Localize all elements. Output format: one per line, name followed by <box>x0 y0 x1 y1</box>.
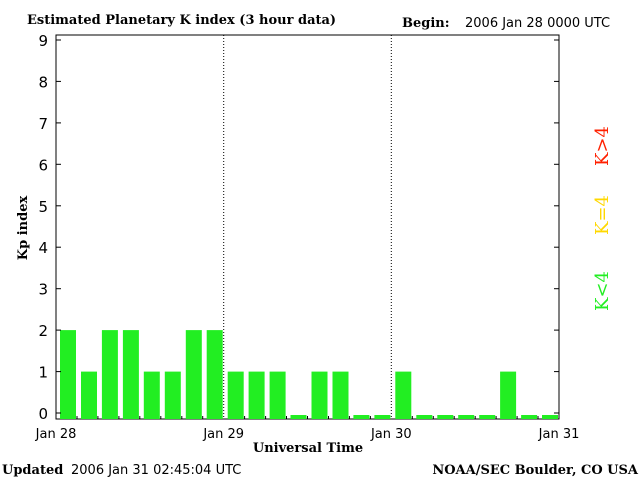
kp-bar-0 <box>60 330 76 419</box>
y-tick-label-3: 3 <box>38 281 48 299</box>
legend-k-equal-4: K=4 <box>592 195 613 235</box>
kp-bar-21 <box>500 371 517 419</box>
x-tick-label-3: Jan 31 <box>538 427 580 442</box>
kp-bar-4 <box>143 371 160 419</box>
kp-bar-22 <box>521 415 538 419</box>
kp-bar-7 <box>206 330 223 419</box>
x-tick-label-2: Jan 30 <box>370 427 412 442</box>
source-credit: NOAA/SEC Boulder, CO USA <box>432 463 639 478</box>
kp-bar-23 <box>542 415 558 419</box>
legend-k-less-4: K<4 <box>592 271 613 311</box>
y-tick-label-9: 9 <box>38 32 48 50</box>
kp-bar-5 <box>164 371 181 419</box>
kp-bar-14 <box>353 415 370 419</box>
y-tick-label-4: 4 <box>38 239 48 257</box>
legend-k-greater-4: K>4 <box>592 126 613 166</box>
kp-bar-16 <box>395 371 412 419</box>
x-tick-label-0: Jan 28 <box>35 427 77 442</box>
begin-value: 2006 Jan 28 0000 UTC <box>465 16 610 31</box>
kp-bar-12 <box>311 371 328 419</box>
kp-bar-9 <box>248 371 265 419</box>
kp-bar-17 <box>416 415 433 419</box>
chart-title: Estimated Planetary K index (3 hour data… <box>27 13 336 28</box>
updated-value: 2006 Jan 31 02:45:04 UTC <box>71 463 241 478</box>
kp-bar-13 <box>332 371 349 419</box>
y-tick-label-6: 6 <box>38 156 48 174</box>
y-tick-label-2: 2 <box>38 322 48 340</box>
kp-bar-3 <box>122 330 139 419</box>
x-axis-label: Universal Time <box>253 441 363 456</box>
kp-bar-2 <box>101 330 118 419</box>
kp-bar-6 <box>185 330 202 419</box>
y-tick-label-7: 7 <box>38 115 48 133</box>
kp-bar-19 <box>458 415 475 419</box>
x-tick-label-1: Jan 29 <box>202 427 244 442</box>
kp-bar-11 <box>290 415 307 419</box>
y-tick-label-1: 1 <box>38 364 48 382</box>
begin-label: Begin: <box>402 16 450 31</box>
kp-bar-10 <box>269 371 286 419</box>
kp-bar-20 <box>479 415 496 419</box>
y-axis-label: Kp index <box>16 196 31 261</box>
updated-label: Updated <box>2 463 63 478</box>
y-tick-label-8: 8 <box>38 73 48 91</box>
kp-bar-8 <box>227 371 244 419</box>
y-tick-label-0: 0 <box>38 405 48 423</box>
kp-bar-1 <box>81 371 97 419</box>
kp-bar-15 <box>374 415 391 419</box>
y-tick-label-5: 5 <box>38 198 48 216</box>
kp-bar-18 <box>437 415 454 419</box>
